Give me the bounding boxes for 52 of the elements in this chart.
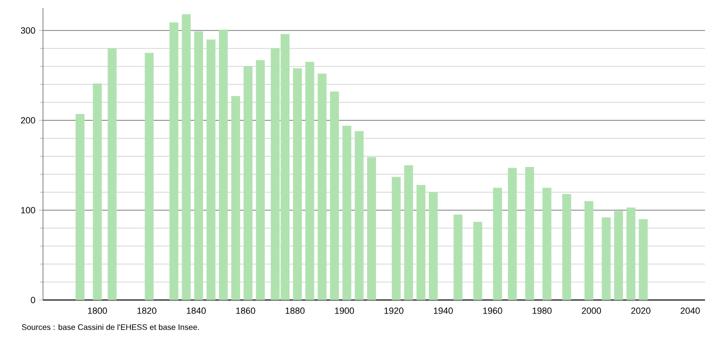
bar [584,201,594,300]
bar [76,114,84,300]
bar [342,126,352,300]
bar [367,157,376,300]
bar [525,167,534,300]
y-tick-label: 300 [20,27,36,34]
x-tick-label: 1840 [186,308,206,314]
bar [508,168,517,300]
bar [231,96,240,300]
x-tick-label: 2020 [631,308,650,314]
x-tick-label: 1920 [384,308,404,314]
bar [305,62,314,300]
x-tick-label: 1880 [286,308,305,314]
bar [542,188,552,300]
bar [493,188,502,300]
bar [638,219,648,300]
bar [169,22,178,300]
bar [428,192,438,300]
x-tick-label: 1860 [236,308,256,314]
x-tick-label: 1820 [137,308,156,314]
y-tick-label: 100 [21,206,36,214]
bar [144,52,154,300]
bar [292,68,302,300]
bar [404,165,414,300]
bar [218,30,228,300]
bar [562,194,572,300]
x-tick-label: 2000 [582,308,602,314]
x-tick-label: 1800 [88,308,107,314]
x-tick-label: 1960 [483,308,502,314]
bar [454,214,462,300]
bar [182,14,191,300]
y-tick-label: 0 [30,296,36,304]
bar [330,92,339,300]
bar [392,176,401,300]
bar [416,184,426,300]
x-tick-label: 1900 [335,308,354,314]
x-tick-label: 1940 [434,308,453,314]
bar [614,211,623,300]
bar [318,74,327,300]
x-tick-label: 2040 [680,308,700,314]
bar [206,39,216,300]
x-tick-label: 1980 [532,308,552,314]
bar [244,66,252,300]
bar [194,31,204,300]
bar [602,217,611,300]
bar [354,131,364,300]
bar [256,60,265,300]
bar [92,83,102,300]
y-tick-label: 200 [20,117,36,124]
bar [626,207,636,300]
bar [108,48,117,300]
bar [473,222,482,300]
